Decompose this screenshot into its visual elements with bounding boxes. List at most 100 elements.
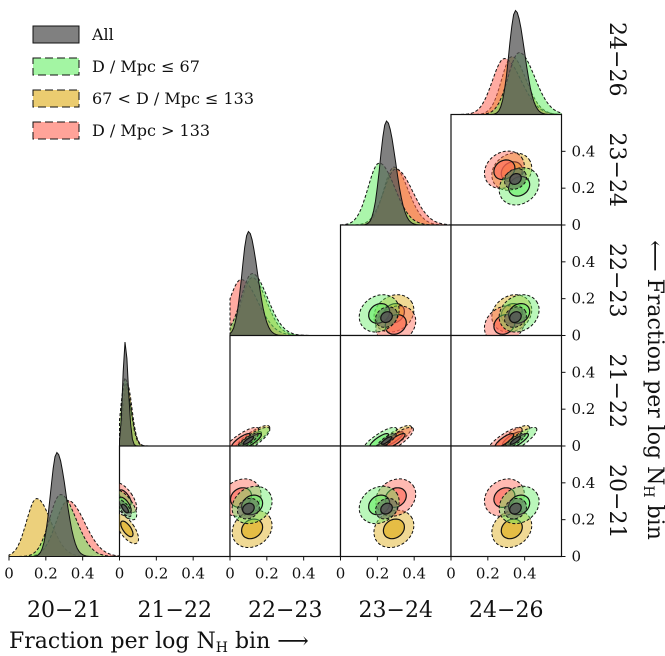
x-bin-label: 23−24 <box>359 598 433 623</box>
x-tick-label: 0.4 <box>292 565 316 583</box>
contour-panel-24−26-vs-22−23 <box>450 224 563 337</box>
y-axis-title-sub: H <box>640 485 656 497</box>
panel-frame <box>450 334 563 447</box>
y-bin-label: 24−26 <box>604 22 629 96</box>
contour-panel-24−26-vs-20−21 <box>450 445 563 558</box>
y-tick-label: 0.4 <box>572 253 596 271</box>
contour-group <box>483 294 540 336</box>
histogram-panel-20−21 <box>8 451 120 557</box>
y-tick-label: 0.2 <box>572 511 596 529</box>
x-tick-label: 0.4 <box>513 565 537 583</box>
x-bin-label: 24−26 <box>469 598 543 623</box>
x-bin-label: 21−22 <box>138 598 212 623</box>
y-tick-label: 0.4 <box>572 142 596 160</box>
x-axis-title-main: Fraction per log N <box>9 629 216 654</box>
contour-group <box>358 478 417 548</box>
histogram-panel-24−26 <box>451 9 562 115</box>
y-tick-label: 0.4 <box>572 363 596 381</box>
contour-panel-21−22-vs-20−21 <box>118 445 231 558</box>
contour-mid-inner <box>120 520 134 538</box>
y-tick-label: 0.2 <box>572 290 596 308</box>
legend-swatch-far <box>32 121 80 140</box>
contour-group <box>488 424 538 446</box>
contour-group <box>363 424 414 446</box>
histogram-near-21−22 <box>119 376 230 447</box>
contour-all-inner <box>509 311 522 324</box>
x-bin-label: 20−21 <box>27 598 101 623</box>
histogram-panel-21−22 <box>119 341 230 447</box>
y-tick-label: 0 <box>572 327 582 345</box>
contour-all-inner <box>241 502 255 515</box>
panel-frame <box>118 445 231 558</box>
contour-panel-23−24-vs-22−23 <box>339 224 452 337</box>
y-tick-label: 0 <box>572 216 582 234</box>
legend-swatch-all <box>32 25 80 44</box>
x-tick-label: 0.2 <box>34 565 58 583</box>
x-tick-label: 0.2 <box>476 565 500 583</box>
contour-panel-23−24-vs-20−21 <box>339 445 452 558</box>
contour-panel-22−23-vs-20−21 <box>229 445 342 558</box>
y-bin-label: 22−23 <box>604 243 629 317</box>
x-tick-label: 0 <box>4 565 14 583</box>
x-tick-label: 0.4 <box>402 565 426 583</box>
x-tick-label: 0 <box>446 565 456 583</box>
y-tick-label: 0.2 <box>572 179 596 197</box>
legend-label-near: D / Mpc ≤ 67 <box>92 57 200 76</box>
contour-group <box>230 424 271 446</box>
legend: All D / Mpc ≤ 67 67 < D / Mpc ≤ 133 D / Mpc… <box>32 25 254 140</box>
contour-group <box>483 478 540 548</box>
x-tick-label: 0 <box>336 565 346 583</box>
contour-all-inner <box>509 173 522 186</box>
y-tick-label: 0.2 <box>572 400 596 418</box>
y-bin-label: 21−22 <box>604 354 629 428</box>
histogram-panel-23−24 <box>340 120 452 226</box>
legend-swatch-mid <box>32 89 80 108</box>
histogram-far-21−22 <box>119 383 230 447</box>
histogram-all-20−21 <box>9 451 120 557</box>
histogram-all-21−22 <box>119 341 230 447</box>
panel-frame <box>229 334 342 447</box>
y-bin-label: 23−24 <box>604 133 629 207</box>
legend-swatch-near <box>32 57 80 76</box>
contour-all-inner <box>242 436 255 445</box>
legend-label-all: All <box>91 25 114 44</box>
contour-group <box>358 294 417 336</box>
y-axis-title: ⟵ Fraction per log NH bin <box>640 240 665 540</box>
contour-mid-inner <box>382 518 406 540</box>
x-axis-title: Fraction per log NH bin ⟶ <box>9 629 309 656</box>
histogram-all-22−23 <box>229 230 341 336</box>
y-axis-title-main: ⟵ Fraction per log N <box>642 240 665 485</box>
legend-label-far: D / Mpc > 133 <box>92 121 210 140</box>
contour-panel-23−24-vs-21−22 <box>339 334 452 447</box>
y-tick-label: 0 <box>572 437 582 455</box>
y-bin-label: 20−21 <box>604 464 629 538</box>
contour-panel-22−23-vs-21−22 <box>229 334 342 447</box>
x-tick-label: 0 <box>115 565 125 583</box>
x-bin-label: 22−23 <box>248 598 322 623</box>
y-axis-title-suffix: bin <box>642 498 665 540</box>
x-tick-label: 0.2 <box>255 565 279 583</box>
contour-all-inner <box>380 311 393 324</box>
contour-group <box>119 482 140 545</box>
x-tick-label: 0.4 <box>181 565 205 583</box>
contour-all-inner <box>509 436 522 445</box>
histogram-mid-20−21 <box>8 497 120 557</box>
x-tick-label: 0.2 <box>144 565 168 583</box>
y-tick-label: 0.4 <box>572 474 596 492</box>
contour-group <box>483 150 540 206</box>
x-axis-title-suffix: bin ⟶ <box>228 629 309 654</box>
contour-all-inner <box>121 503 129 514</box>
histogram-all-23−24 <box>340 120 451 226</box>
y-tick-label: 0 <box>572 548 582 566</box>
contour-panel-24−26-vs-23−24 <box>450 113 563 226</box>
x-tick-label: 0.2 <box>365 565 389 583</box>
x-axis-title-sub: H <box>216 640 228 656</box>
contour-group <box>230 478 273 548</box>
contour-all-inner <box>380 436 393 445</box>
contour-all-inner <box>380 502 393 515</box>
legend-label-mid: 67 < D / Mpc ≤ 133 <box>92 89 254 108</box>
contour-panel-24−26-vs-21−22 <box>450 334 563 447</box>
x-tick-label: 0 <box>225 565 235 583</box>
histogram-panel-22−23 <box>229 230 341 336</box>
